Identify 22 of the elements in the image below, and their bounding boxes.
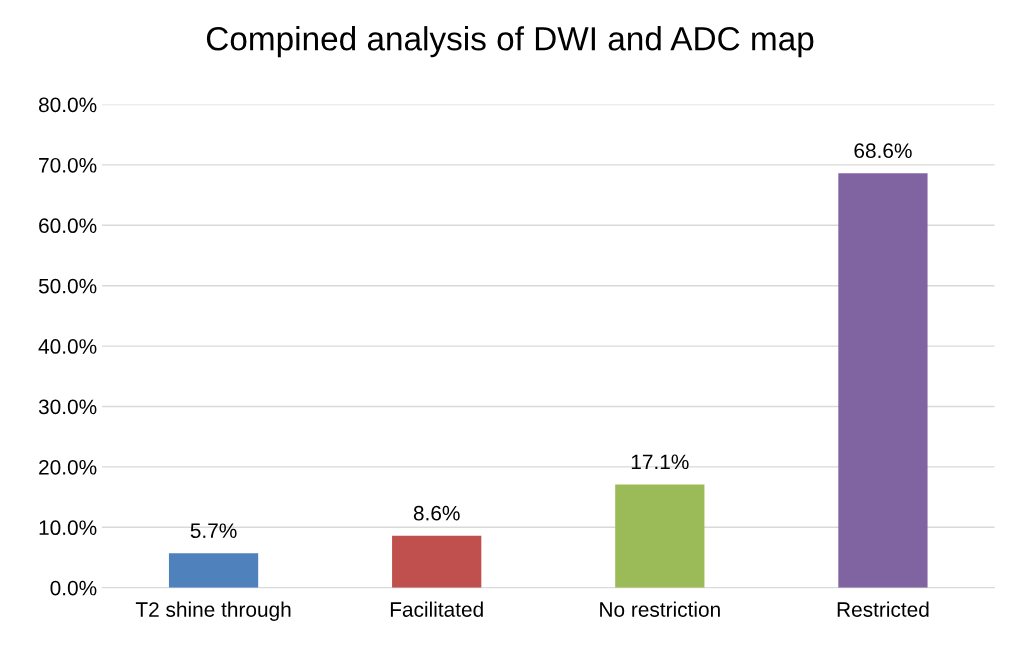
bar bbox=[615, 484, 705, 588]
x-tick-label: Facilitated bbox=[390, 601, 483, 617]
y-tick-label: 80.0% bbox=[38, 97, 97, 113]
chart-title: Compined analysis of DWI and ADC map bbox=[206, 26, 814, 58]
x-tick-label: T2 shine through bbox=[135, 601, 291, 622]
bar bbox=[168, 553, 259, 588]
data-label: 17.1% bbox=[631, 454, 689, 470]
y-tick-label: 60.0% bbox=[39, 218, 97, 234]
y-tick-label: 70.0% bbox=[39, 157, 97, 173]
bar bbox=[838, 173, 928, 588]
y-tick-label: 0.0% bbox=[50, 580, 97, 596]
y-tick-label: 30.0% bbox=[38, 399, 97, 415]
y-tick-label: 40.0% bbox=[38, 339, 97, 354]
data-label: 68.6% bbox=[854, 143, 912, 159]
y-tick-label: 20.0% bbox=[39, 459, 97, 475]
x-tick-label: No restriction bbox=[600, 601, 720, 617]
y-tick-label: 10.0% bbox=[39, 520, 97, 536]
bar bbox=[392, 535, 482, 588]
data-label: 5.7% bbox=[190, 523, 237, 539]
data-label: 8.6% bbox=[413, 505, 460, 521]
x-tick-label: Restricted bbox=[837, 601, 929, 617]
y-tick-label: 50.0% bbox=[38, 278, 97, 294]
